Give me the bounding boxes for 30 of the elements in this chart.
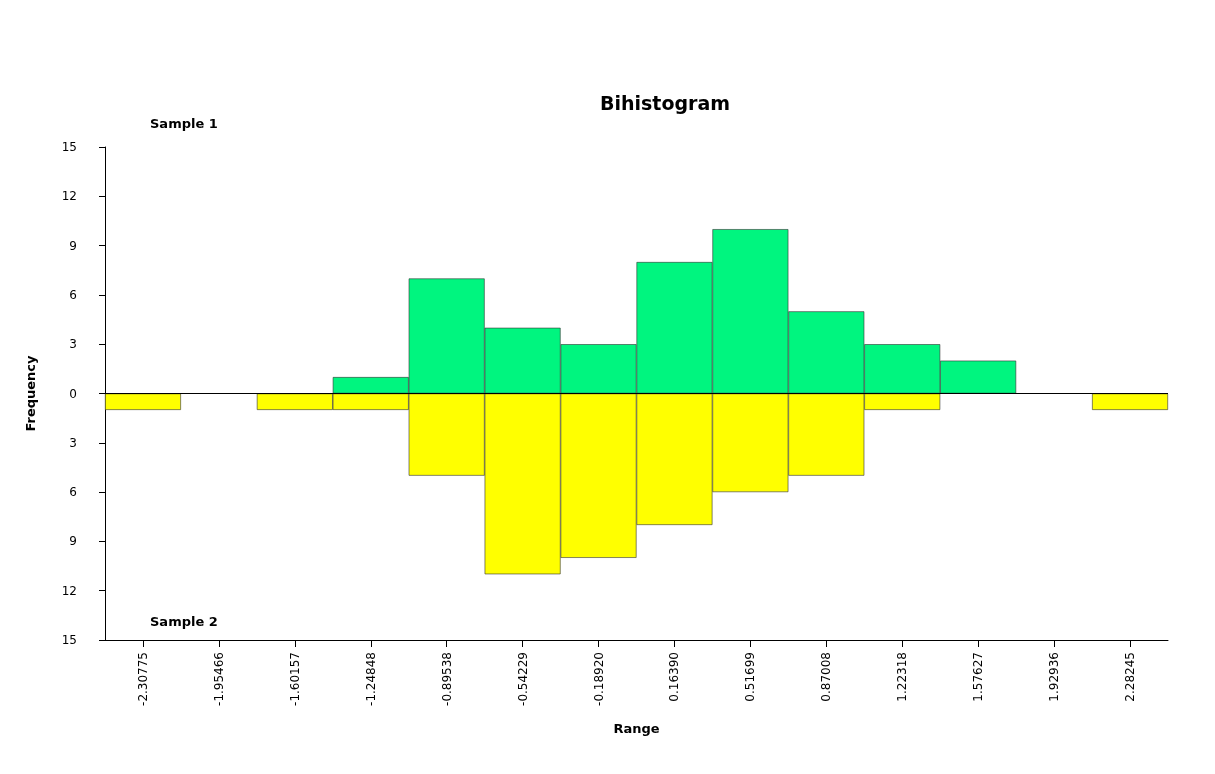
x-tick-label: -1.95466	[211, 652, 226, 706]
y-tick-label: 6	[69, 485, 77, 500]
x-tick-label: 1.92936	[1047, 652, 1062, 702]
chart-title: Bihistogram	[599, 91, 731, 114]
y-axis-title: Frequency	[23, 354, 38, 432]
text: Sample 1	[150, 116, 218, 131]
x-tick-label: -1.24848	[363, 652, 378, 706]
y-tick-label: 9	[69, 534, 77, 549]
x-tick-label: 1.57627	[971, 652, 986, 702]
x-tick-label: 0.87008	[819, 652, 834, 702]
x-tick-label: -0.89538	[439, 652, 454, 706]
y-tick-label: 9	[69, 238, 77, 253]
y-tick-label: 0	[69, 386, 77, 401]
x-tick-label: -2.30775	[135, 652, 150, 706]
y-tick-label: 3	[69, 337, 77, 352]
y-tick-label: 12	[61, 189, 77, 204]
y-tick-label: 6	[69, 287, 77, 302]
x-tick-label: 0.16390	[667, 652, 682, 702]
y-tick-label: 15	[61, 140, 77, 154]
x-tick-label: -0.54229	[515, 652, 530, 706]
y-tick-label: 3	[69, 435, 77, 450]
annotation: Sample 2	[150, 614, 218, 629]
x-tick-label: 0.51699	[743, 652, 758, 702]
y-tick-label: 12	[61, 583, 77, 598]
y-tick-label: 15	[61, 633, 77, 647]
x-tick-label: 1.22318	[895, 652, 910, 702]
x-tick-label: -1.60157	[287, 652, 302, 706]
x-tick-label: 2.28245	[1123, 652, 1138, 702]
x-tick-label: -0.18920	[591, 652, 606, 706]
x-axis-title: Range	[613, 721, 660, 736]
